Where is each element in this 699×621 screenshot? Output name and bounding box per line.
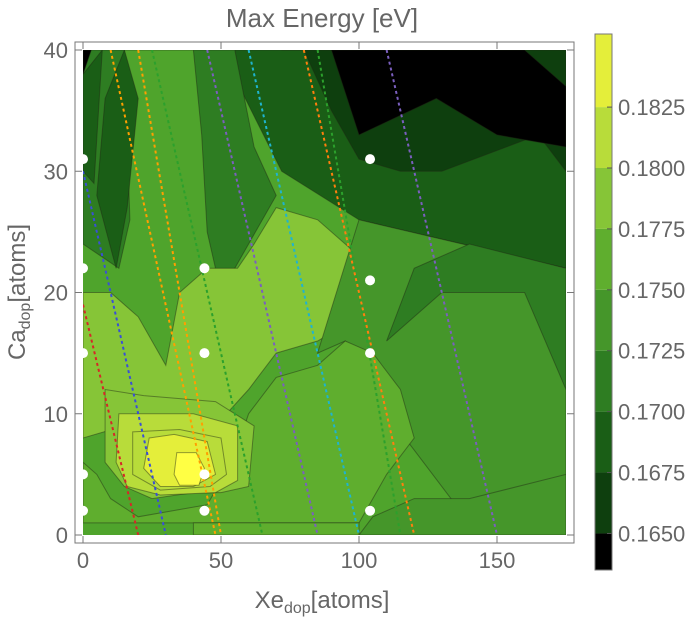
sample-point: [365, 154, 376, 165]
guide-line: [385, 50, 498, 535]
colorbar-band: [595, 168, 612, 229]
sample-point: [199, 505, 210, 516]
sample-point: [365, 505, 376, 516]
y-tick-label: 0: [56, 523, 68, 548]
contour-region: [96, 50, 139, 269]
colorbar-band: [595, 411, 612, 473]
x-axis-title-sub: dop: [284, 600, 311, 617]
colorbar-band: [595, 533, 612, 570]
colorbar-band: [595, 228, 612, 290]
guide-lines: [83, 50, 498, 535]
colorbar: 0.1650 0.1675 0.1700 0.1725 0.1750 0.1775 0.18…: [594, 33, 685, 571]
colorbar-tick-label: 0.1750: [618, 278, 685, 303]
sample-point: [78, 154, 88, 165]
colorbar-tick-label: 0.1725: [618, 339, 685, 364]
y-axis-title-sub: dop: [17, 303, 34, 330]
guide-line: [83, 171, 167, 535]
x-axis: 0 50 100 150: [77, 42, 515, 573]
sample-point: [199, 469, 210, 480]
x-tick-label: 50: [209, 548, 233, 573]
colorbar-band: [595, 472, 612, 534]
contour-region: [192, 50, 277, 294]
x-tick-label: 100: [341, 548, 378, 573]
x-axis-title-main: Xe: [255, 587, 284, 614]
sample-point: [78, 263, 88, 274]
colorbar-tick-label: 0.1800: [618, 156, 685, 181]
guide-line: [151, 50, 264, 535]
y-axis-title-main: Ca: [4, 329, 31, 360]
guide-line: [137, 50, 222, 535]
colorbar-tick-label: 0.1825: [618, 95, 685, 120]
colorbar-band: [595, 34, 612, 108]
colorbar-tick-label: 0.1775: [618, 217, 685, 242]
contour-region: [83, 50, 103, 185]
sample-points: [78, 154, 376, 516]
guide-line: [109, 50, 217, 535]
y-tick-label: 10: [44, 402, 68, 427]
y-tick-label: 30: [44, 159, 68, 184]
y-axis-title-unit: [atoms]: [4, 224, 31, 303]
sample-point: [78, 469, 88, 480]
sample-point: [199, 348, 210, 359]
x-axis-title: Xedop[atoms]: [255, 587, 390, 617]
guide-line: [302, 50, 416, 535]
y-axis-title: Cadop[atoms]: [4, 224, 34, 360]
colorbar-band: [595, 350, 612, 412]
guide-line: [247, 50, 360, 535]
x-tick-label: 150: [479, 548, 516, 573]
y-tick-label: 40: [44, 38, 68, 63]
chart-title: Max Energy [eV]: [226, 3, 418, 33]
colorbar-tick-label: 0.1650: [618, 521, 685, 546]
colorbar-tick-label: 0.1675: [618, 461, 685, 486]
contour-region: [330, 50, 566, 148]
contour-region: [173, 452, 205, 486]
colorbar-band: [595, 289, 612, 351]
colorbar-tick-label: 0.1700: [618, 400, 685, 425]
sample-point: [78, 505, 88, 516]
contour-region: [386, 243, 566, 390]
colorbar-frame: [594, 33, 613, 571]
sample-point: [78, 348, 88, 359]
sample-point: [365, 275, 376, 286]
x-axis-title-unit: [atoms]: [311, 587, 390, 614]
plot-area: [78, 50, 566, 535]
contour-region: [83, 50, 92, 75]
colorbar-band: [595, 107, 612, 168]
x-tick-label: 0: [77, 548, 89, 573]
y-axis: 0 10 20 30 40: [44, 38, 574, 548]
sample-point: [199, 263, 210, 274]
y-tick-label: 20: [44, 281, 68, 306]
sample-point: [365, 348, 376, 359]
guide-line: [206, 50, 319, 535]
